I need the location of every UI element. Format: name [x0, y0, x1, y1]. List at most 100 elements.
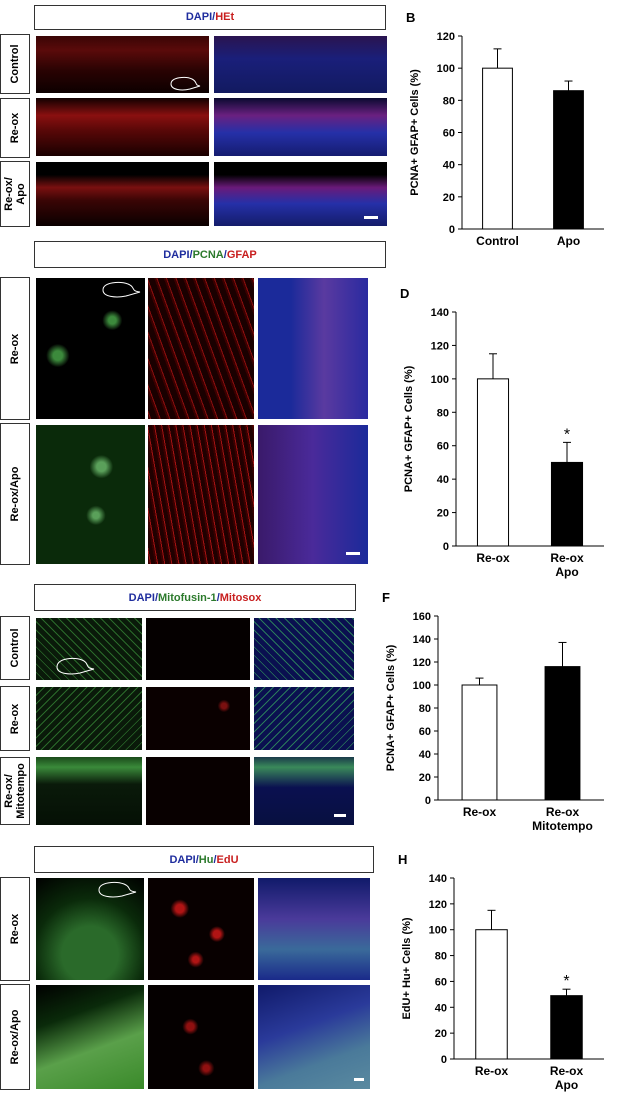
y-tick-label: 100 — [413, 680, 431, 692]
y-tick-label: 140 — [429, 873, 447, 885]
y-tick-label: 40 — [437, 474, 449, 486]
row-label-control-a: Control — [0, 34, 30, 94]
panel-a-title-box: DAPI/HEt — [34, 5, 386, 30]
micrograph-a-reox-merge — [214, 98, 387, 156]
panel-e-title: DAPI/Mitofusin-1/Mitosox — [35, 592, 355, 604]
row-label-text: Re-ox/Mitotempo — [3, 763, 27, 819]
title-segment: EdU — [216, 854, 239, 866]
y-tick-label: 60 — [437, 441, 449, 453]
micrograph-g-reox-merge — [258, 878, 370, 980]
y-tick-label: 0 — [449, 224, 455, 236]
bar — [461, 684, 498, 801]
row-label-text: Re-ox — [9, 913, 21, 945]
micrograph-g-reox-edu — [148, 878, 254, 980]
bar — [476, 378, 510, 547]
y-tick-label: 100 — [437, 63, 455, 75]
y-tick-label: 80 — [443, 95, 455, 107]
micrograph-c-reoxapo-gfap — [148, 425, 254, 564]
y-tick-label: 20 — [435, 1028, 447, 1040]
category-label: Control — [476, 234, 519, 248]
row-label-text: Control — [9, 628, 21, 668]
bar-chart-h: 0 20 40 60 80 100 120 140 EdU+ Hu+ Cells (%) Re-o… — [401, 873, 604, 1092]
micrograph-e-control-merge — [254, 618, 354, 680]
y-axis-label: PCNA+ GFAP+ Cells (%) — [409, 69, 421, 196]
title-segment: / — [213, 854, 217, 866]
y-tick-label: 80 — [419, 703, 431, 715]
micrograph-g-reoxapo-hu — [36, 985, 144, 1089]
title-segment: Mitofusin-1 — [158, 592, 217, 604]
micrograph-a-reox-het — [36, 98, 209, 156]
brain-schematic-icon — [56, 658, 95, 675]
y-tick-label: 40 — [443, 160, 455, 172]
bar-chart-f: 0 20 40 60 80 100 120 140 160 PCNA+ GFAP+ Cells (… — [385, 611, 604, 833]
y-tick-label: 40 — [419, 749, 431, 761]
y-tick-label: 60 — [419, 726, 431, 738]
row-label-reox-g: Re-ox — [0, 877, 30, 981]
micrograph-e-control-mitosox — [146, 618, 250, 680]
category-label: Re-ox — [463, 805, 497, 819]
title-segment: / — [189, 249, 193, 261]
y-tick-label: 140 — [431, 307, 449, 319]
title-segment: Hu — [198, 854, 214, 866]
y-axis-label: PCNA+ GFAP+ Cells (%) — [385, 644, 397, 771]
title-segment: Mitosox — [219, 592, 262, 604]
y-tick-label: 40 — [435, 1002, 447, 1014]
brain-schematic-icon — [170, 76, 201, 91]
row-label-control-e: Control — [0, 616, 30, 680]
y-tick-label: 100 — [431, 374, 449, 386]
bar — [550, 995, 583, 1060]
micrograph-e-reox-merge — [254, 687, 354, 750]
title-segment: / — [212, 11, 216, 23]
significance-star: * — [563, 973, 569, 990]
y-tick-label: 120 — [431, 340, 449, 352]
title-segment: / — [216, 592, 220, 604]
bar — [550, 461, 584, 547]
y-tick-label: 140 — [413, 634, 431, 646]
y-tick-label: 100 — [429, 925, 447, 937]
category-label: Re-ox — [476, 551, 510, 565]
micrograph-a-control-merge — [214, 36, 387, 93]
row-label-reox-apo-g: Re-ox/Apo — [0, 984, 30, 1090]
panel-g-title: DAPI/Hu/EdU — [35, 854, 373, 866]
y-tick-label: 60 — [443, 128, 455, 140]
y-tick-label: 20 — [437, 508, 449, 520]
scale-bar — [334, 814, 346, 817]
title-segment: DAPI — [185, 11, 213, 23]
micrograph-a-control-het — [36, 36, 209, 93]
panel-a-title: DAPI/HEt — [35, 11, 385, 23]
micrograph-e-reoxmito-merge — [254, 757, 354, 825]
micrograph-e-control-mitofusin — [36, 618, 142, 680]
category-label: Mitotempo — [532, 819, 593, 833]
micrograph-e-reoxmito-mitosox — [146, 757, 250, 825]
panel-c-title: DAPI/PCNA/GFAP — [35, 249, 385, 261]
y-tick-label: 60 — [435, 976, 447, 988]
category-label: Re-ox — [550, 551, 584, 565]
row-label-text: Re-ox — [9, 112, 21, 144]
category-label: Re-ox — [546, 805, 580, 819]
row-label-reox-a: Re-ox — [0, 98, 30, 158]
bar — [544, 666, 581, 801]
y-tick-label: 80 — [435, 951, 447, 963]
title-segment: / — [195, 854, 199, 866]
brain-schematic-icon — [98, 881, 137, 898]
micrograph-e-reox-mitofusin — [36, 687, 142, 750]
y-tick-label: 0 — [443, 541, 449, 553]
panel-e-title-box: DAPI/Mitofusin-1/Mitosox — [34, 584, 356, 611]
category-label: Apo — [557, 234, 580, 248]
micrograph-g-reoxapo-merge — [258, 985, 370, 1089]
panel-letter-f: F — [382, 590, 390, 605]
row-label-reox-e: Re-ox — [0, 686, 30, 751]
micrograph-c-reox-merge — [258, 278, 368, 419]
y-tick-label: 0 — [441, 1054, 447, 1066]
title-segment: DAPI — [128, 592, 155, 604]
panel-letter-d: D — [400, 286, 410, 301]
row-label-text: Control — [9, 44, 21, 84]
micrograph-a-reoxapo-het — [36, 162, 209, 226]
y-tick-label: 120 — [413, 657, 431, 669]
title-segment: PCNA — [192, 249, 224, 261]
title-segment: HEt — [215, 11, 235, 23]
y-tick-label: 20 — [419, 772, 431, 784]
micrograph-e-reox-mitosox — [146, 687, 250, 750]
title-segment: DAPI — [163, 249, 190, 261]
y-tick-label: 160 — [413, 611, 431, 623]
